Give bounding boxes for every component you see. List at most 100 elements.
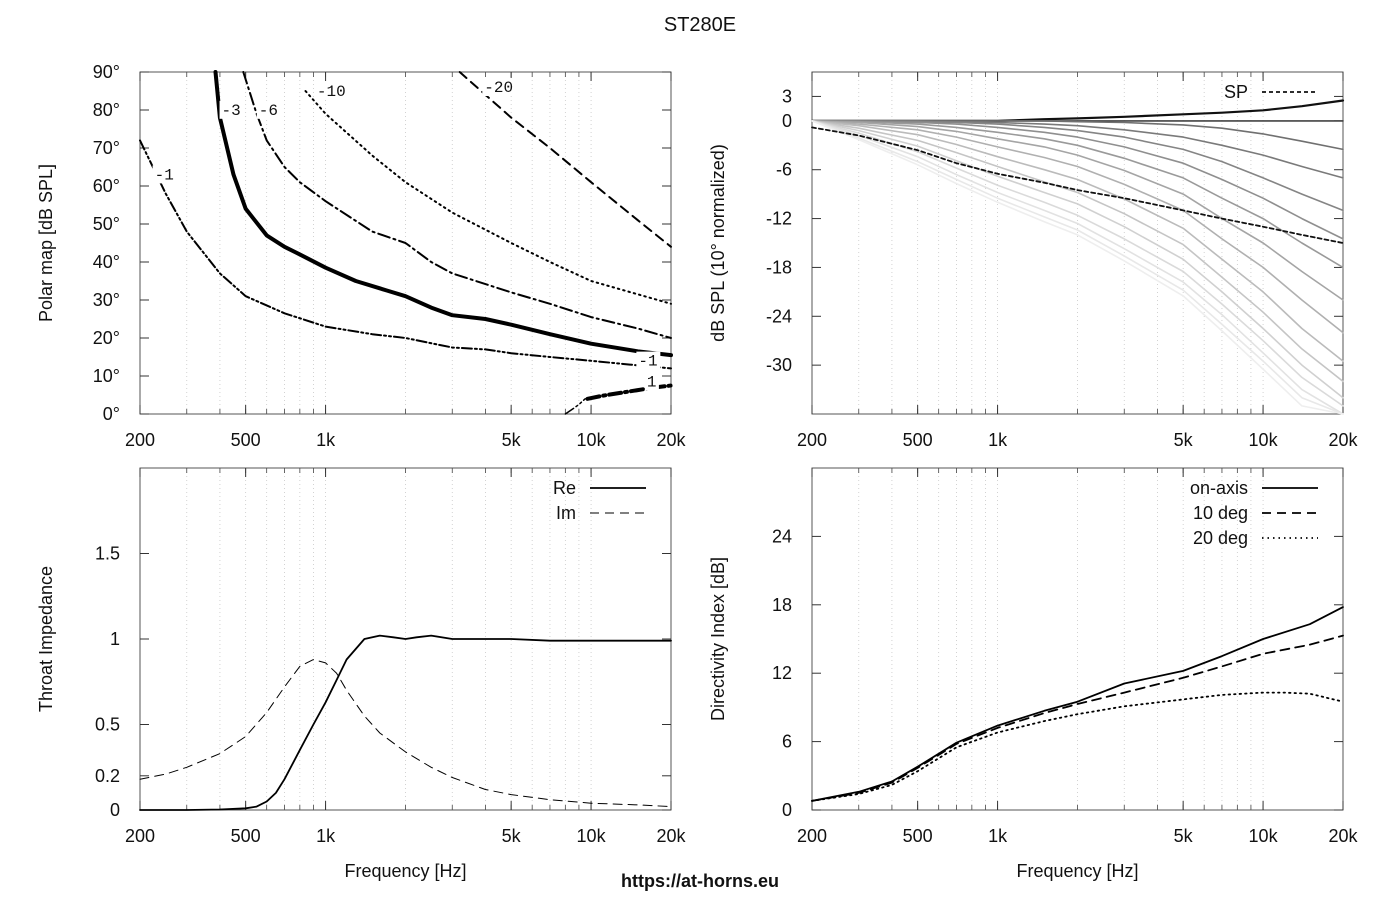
x-tick-label: 500 <box>231 826 261 846</box>
y-tick-label: 70° <box>93 138 120 158</box>
x-tick-label: 1k <box>988 430 1008 450</box>
x-tick-label: 20k <box>1328 826 1358 846</box>
x-tick-label: 200 <box>125 826 155 846</box>
y-axis-label: dB SPL (10° normalized) <box>708 144 728 342</box>
impedance-panel: 200 500 1k 5k 10k 20k 0 0.2 0.5 1 1.5 Throat Impeda… <box>36 467 687 881</box>
contour-label: -1 <box>638 353 657 371</box>
polar-map-panel: 200 500 1k 5k 10k 20k 0° 10° 20° 30° 40° 50° 60° 70° 8… <box>36 62 687 450</box>
contour-label-bg <box>314 81 349 100</box>
x-tick-label: 1k <box>316 430 336 450</box>
y-tick-label: -6 <box>776 160 792 180</box>
series-line-20deg <box>811 691 1344 802</box>
series-line-on-axis <box>811 606 1344 802</box>
y-tick-label: 1.5 <box>95 544 120 564</box>
y-tick-label: 40° <box>93 252 120 272</box>
x-tick-label: 5k <box>502 430 522 450</box>
y-axis-label: Throat Impedance <box>36 566 56 712</box>
x-tick-label: 5k <box>502 826 522 846</box>
y-tick-label: 0 <box>110 800 120 820</box>
x-tick-label: 5k <box>1174 430 1194 450</box>
x-tick-label: 10k <box>1249 430 1279 450</box>
spl-panel: 200 500 1k 5k 10k 20k 3 0 -6 -12 -18 -24 -30 dB SPL (… <box>708 71 1359 450</box>
y-tick-label: 0° <box>103 404 120 424</box>
directivity-panel: 200 500 1k 5k 10k 20k 0 6 12 18 24 Directivity Inde… <box>708 467 1359 881</box>
x-tick-label: 20k <box>656 826 686 846</box>
series-line-SP <box>811 126 1344 244</box>
y-tick-label: 0.2 <box>95 766 120 786</box>
y-tick-label: 30° <box>93 290 120 310</box>
x-tick-label: 10k <box>577 826 607 846</box>
series-line-120 <box>811 120 1344 407</box>
series-line--10 <box>304 90 672 305</box>
legend-label: on-axis <box>1190 478 1248 498</box>
y-tick-label: 90° <box>93 62 120 82</box>
contour-label-bg <box>219 100 244 119</box>
y-tick-label: 80° <box>93 100 120 120</box>
x-tick-label: 10k <box>577 430 607 450</box>
y-tick-label: 0.5 <box>95 715 120 735</box>
legend-label: SP <box>1224 82 1248 102</box>
x-tick-label: 1k <box>316 826 336 846</box>
figure-title: ST280E <box>664 14 736 36</box>
series-line-0 <box>810 99 1345 122</box>
series-line--3 <box>213 70 673 358</box>
y-tick-label: 18 <box>772 595 792 615</box>
legend-label: Re <box>553 478 576 498</box>
plot-frame <box>139 71 672 415</box>
contour-label: -6 <box>259 102 278 120</box>
y-axis-label: Polar map [dB SPL] <box>36 164 56 322</box>
series-line-100 <box>811 120 1344 383</box>
y-tick-label: 6 <box>782 732 792 752</box>
y-tick-label: 60° <box>93 176 120 196</box>
x-tick-label: 500 <box>231 430 261 450</box>
x-tick-label: 20k <box>1328 430 1358 450</box>
legend-label: 20 deg <box>1193 528 1248 548</box>
legend-label: 10 deg <box>1193 503 1248 523</box>
y-tick-label: 10° <box>93 366 120 386</box>
x-tick-label: 500 <box>903 826 933 846</box>
series-line-150 <box>811 120 1344 415</box>
series-line-10deg <box>811 634 1344 802</box>
y-axis-label: Directivity Index [dB] <box>708 557 728 721</box>
series-line--6 <box>242 71 672 339</box>
legend-label: Im <box>556 503 576 523</box>
series-line-70 <box>811 120 1344 301</box>
x-tick-label: 200 <box>797 430 827 450</box>
y-tick-label: 12 <box>772 663 792 683</box>
contour-label: -10 <box>317 83 346 101</box>
contour-label-bg <box>636 351 661 370</box>
series-line-80 <box>811 120 1344 334</box>
contour-label: -1 <box>155 166 174 184</box>
y-tick-label: 1 <box>110 629 120 649</box>
y-tick-label: -24 <box>766 306 792 326</box>
x-axis-label: Frequency [Hz] <box>1016 861 1138 881</box>
x-tick-label: 200 <box>797 826 827 846</box>
x-tick-label: 200 <box>125 430 155 450</box>
y-tick-label: 50° <box>93 214 120 234</box>
x-axis-label: Frequency [Hz] <box>344 861 466 881</box>
y-tick-label: -30 <box>766 355 792 375</box>
series-line-90 <box>811 120 1344 362</box>
x-tick-label: 20k <box>656 430 686 450</box>
x-tick-label: 1k <box>988 826 1008 846</box>
footer-url[interactable]: https://at-horns.eu <box>621 871 779 891</box>
series-line-130 <box>811 120 1344 415</box>
contour-label-bg <box>152 165 177 184</box>
series-line-50 <box>811 120 1344 240</box>
series-line-60 <box>811 120 1344 269</box>
series-line-Im <box>139 659 672 808</box>
y-tick-label: 0 <box>782 800 792 820</box>
y-tick-label: -18 <box>766 257 792 277</box>
x-tick-label: 5k <box>1174 826 1194 846</box>
y-tick-label: -12 <box>766 209 792 229</box>
series-line-140 <box>811 120 1344 415</box>
contour-label-bg <box>482 78 517 96</box>
series-line-Re <box>139 634 672 811</box>
contour-label: -20 <box>484 79 513 97</box>
y-tick-label: 0 <box>782 111 792 131</box>
x-tick-label: 10k <box>1249 826 1279 846</box>
y-tick-label: 24 <box>772 526 792 546</box>
contour-label-bg <box>256 100 281 119</box>
x-tick-label: 500 <box>903 430 933 450</box>
series-line-1 <box>564 398 586 415</box>
